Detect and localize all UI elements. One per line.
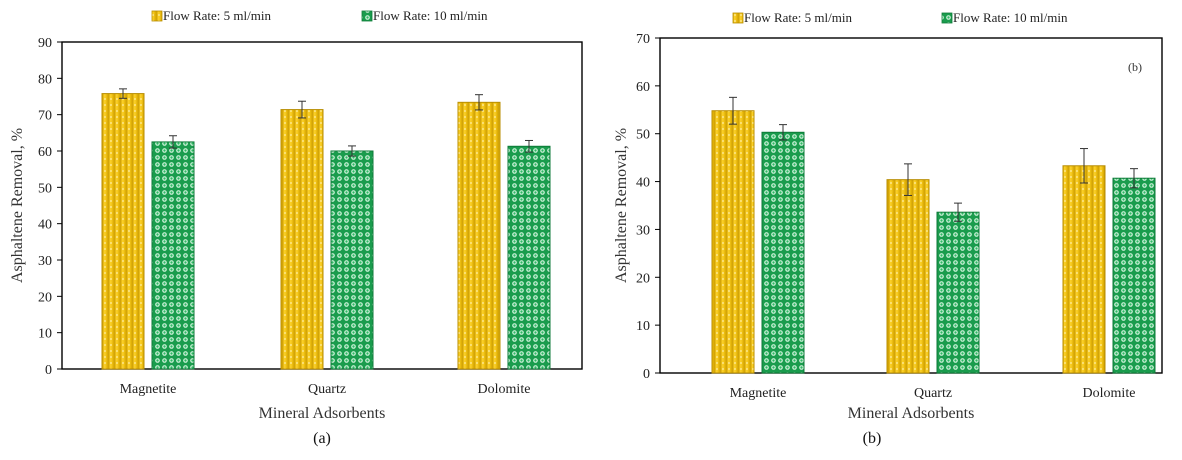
panel-caption: (b) <box>863 430 882 447</box>
y-tick-label: 20 <box>636 271 650 286</box>
x-tick-label: Quartz <box>914 386 952 401</box>
bar <box>507 145 551 370</box>
y-axis-title: Asphaltene Removal, % <box>9 128 26 283</box>
y-tick-label: 70 <box>38 109 52 124</box>
y-tick-label: 10 <box>636 319 650 334</box>
y-tick-label: 0 <box>643 367 650 382</box>
y-tick-label: 50 <box>38 181 52 196</box>
bar <box>1112 177 1156 374</box>
bar <box>761 131 805 374</box>
x-tick-label: Magnetite <box>730 386 787 401</box>
bar <box>457 101 501 370</box>
y-tick-label: 30 <box>636 223 650 238</box>
y-tick-label: 40 <box>636 176 650 191</box>
y-tick-label: 60 <box>636 80 650 95</box>
x-tick-label: Quartz <box>308 382 346 397</box>
x-tick-label: Magnetite <box>120 382 177 397</box>
y-tick-label: 10 <box>38 327 52 342</box>
bar <box>151 141 195 370</box>
y-tick-label: 80 <box>38 72 52 87</box>
y-tick-label: 70 <box>636 32 650 47</box>
y-tick-label: 60 <box>38 145 52 160</box>
bar <box>101 93 145 370</box>
bar <box>280 109 324 370</box>
legend-swatch <box>361 10 373 22</box>
y-tick-label: 30 <box>38 254 52 269</box>
x-tick-label: Dolomite <box>478 382 531 397</box>
x-axis-title: Mineral Adsorbents <box>259 405 386 422</box>
bar <box>1062 165 1106 374</box>
y-axis-title: Asphaltene Removal, % <box>613 128 630 283</box>
bar <box>330 150 374 370</box>
chart-panel-2: 0 10 20 30 40 50 60 70 Magnetite Quartz Dolomite Mi… <box>613 10 1163 447</box>
legend-label: Flow Rate: 5 ml/min <box>163 8 271 23</box>
legend-swatch <box>151 10 163 22</box>
bar <box>886 179 930 374</box>
inset-label: (b) <box>1128 60 1142 74</box>
bar <box>711 110 755 374</box>
y-tick-label: 50 <box>636 128 650 143</box>
y-tick-label: 40 <box>38 218 52 233</box>
legend-label: Flow Rate: 10 ml/min <box>953 10 1068 25</box>
y-tick-label: 90 <box>38 36 52 51</box>
legend-label: Flow Rate: 5 ml/min <box>744 10 852 25</box>
y-tick-label: 0 <box>45 363 52 378</box>
chart-panel-1: 0 10 20 30 40 50 60 70 80 90 Magnetite Quartz Dolomi… <box>9 8 583 447</box>
x-axis-title: Mineral Adsorbents <box>848 405 975 422</box>
bar <box>936 211 980 374</box>
x-tick-label: Dolomite <box>1083 386 1136 401</box>
legend-swatch <box>941 12 953 24</box>
legend-label: Flow Rate: 10 ml/min <box>373 8 488 23</box>
panel-caption: (a) <box>313 430 331 447</box>
legend-swatch <box>732 12 744 24</box>
y-tick-label: 20 <box>38 290 52 305</box>
